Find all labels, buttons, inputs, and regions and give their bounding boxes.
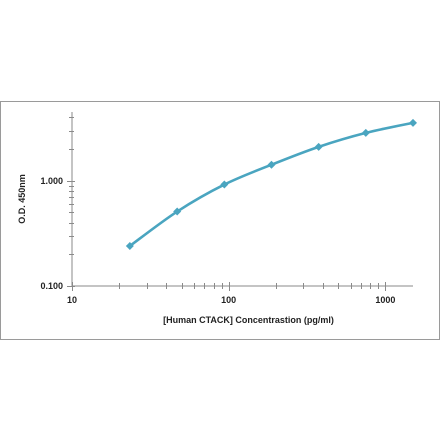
axes: [67, 112, 413, 291]
x-axis-title: [Human CTACK] Concentrastion (pg/ml): [163, 315, 334, 325]
x-tick-label-1000: 1000: [375, 295, 395, 305]
y-tick-label-0.100: 0.100: [40, 281, 63, 291]
x-tick-label-10: 10: [67, 295, 77, 305]
data-point-diamond: [314, 142, 323, 151]
x-tick-label-100: 100: [221, 295, 236, 305]
data-point-diamond: [220, 180, 229, 189]
data-point-diamond: [361, 128, 370, 137]
y-tick-label-1.000: 1.000: [40, 176, 63, 186]
series-group: [125, 118, 417, 250]
chart-frame: [0, 101, 440, 340]
y-ticks: [67, 117, 75, 287]
x-ticks: [72, 282, 386, 291]
data-point-diamond: [409, 118, 417, 127]
series-line-0: [128, 121, 415, 248]
y-axis-title: O.D. 450nm: [17, 174, 27, 224]
data-point-diamond: [267, 160, 276, 169]
data-point-diamond: [173, 207, 182, 216]
data-point-diamond: [125, 241, 134, 250]
